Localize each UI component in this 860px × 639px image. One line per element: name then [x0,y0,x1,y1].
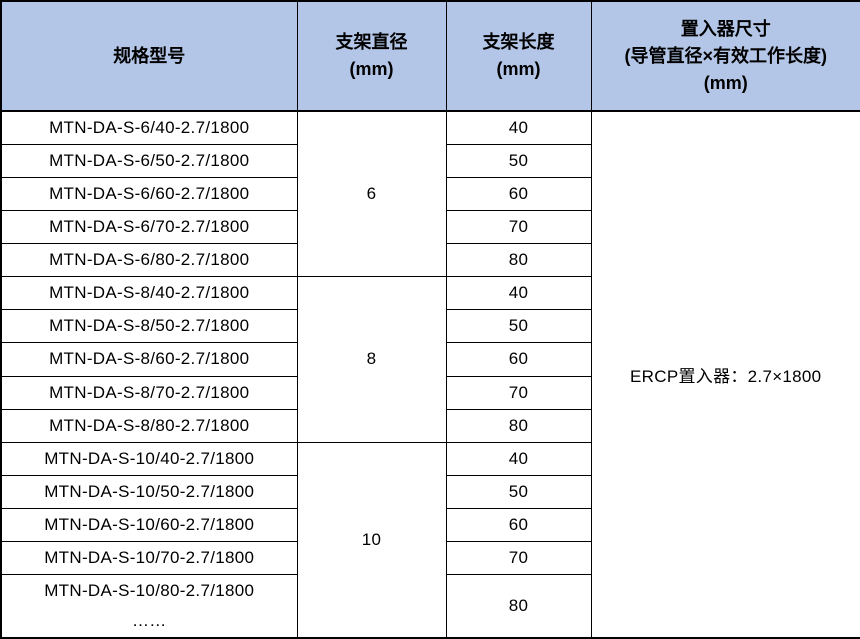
length-cell: 40 [445,276,592,311]
length-cell: 60 [445,176,592,211]
header-unit: (mm) [703,72,748,93]
model-cell: MTN-DA-S-6/40-2.7/1800 [0,110,298,145]
length-cell: 50 [445,309,592,344]
length-cell: 70 [445,209,592,245]
length-cell: 80 [445,574,592,639]
header-row: 规格型号 支架直径 (mm) 支架长度 (mm) 置入器尺寸 (导管直径×有效工… [0,0,860,112]
model-cell: MTN-DA-S-6/80-2.7/1800 [0,242,298,278]
length-cell: 70 [445,375,592,410]
header-inserter: 置入器尺寸 (导管直径×有效工作长度) (mm) [590,0,860,112]
header-line: 置入器尺寸 [680,18,771,39]
model-cell: MTN-DA-S-10/40-2.7/1800 [0,441,298,476]
table-row: MTN-DA-S-6/80-2.7/1800 80 [0,242,860,278]
length-cell: 70 [445,541,592,576]
table-row: MTN-DA-S-6/70-2.7/1800 70 [0,209,860,245]
model-cell: MTN-DA-S-6/50-2.7/1800 [0,143,298,178]
table-row: MTN-DA-S-6/50-2.7/1800 50 [0,143,860,178]
length-cell: 40 [445,441,592,476]
model-text: MTN-DA-S-10/80-2.7/1800 [44,581,255,601]
ellipsis: …… [131,611,167,631]
length-cell: 50 [445,474,592,510]
model-cell: MTN-DA-S-10/60-2.7/1800 [0,507,298,543]
header-diameter: 支架直径 (mm) [296,0,447,112]
inserter-cell: ERCP置入器：2.7×1800 [590,110,860,639]
diameter-cell: 10 [296,441,447,639]
length-cell: 60 [445,342,592,377]
table-row: MTN-DA-S-8/50-2.7/1800 50 [0,309,860,344]
header-model: 规格型号 [0,0,298,112]
model-cell: MTN-DA-S-10/50-2.7/1800 [0,474,298,510]
table-row: MTN-DA-S-8/70-2.7/1800 70 [0,375,860,410]
model-cell: MTN-DA-S-10/70-2.7/1800 [0,541,298,576]
model-cell: MTN-DA-S-8/70-2.7/1800 [0,375,298,410]
model-cell: MTN-DA-S-8/40-2.7/1800 [0,276,298,311]
table-row: MTN-DA-S-6/40-2.7/1800 6 40 ERCP置入器：2.7×… [0,110,860,639]
model-cell: MTN-DA-S-8/50-2.7/1800 [0,309,298,344]
diameter-cell: 6 [296,110,447,278]
header-unit: (mm) [496,59,541,79]
header-line: 规格型号 [113,45,186,66]
model-cell: MTN-DA-S-6/70-2.7/1800 [0,209,298,245]
header-line: 支架长度 [482,32,555,52]
model-cell: MTN-DA-S-10/80-2.7/1800 …… [0,574,298,639]
length-cell: 80 [445,242,592,278]
header-unit: (mm) [349,59,394,79]
model-cell: MTN-DA-S-8/60-2.7/1800 [0,342,298,377]
model-cell: MTN-DA-S-6/60-2.7/1800 [0,176,298,211]
table-row: MTN-DA-S-6/60-2.7/1800 60 [0,176,860,211]
table-row: MTN-DA-S-10/80-2.7/1800 …… 80 [0,574,860,639]
table-row: MTN-DA-S-8/80-2.7/1800 80 [0,408,860,443]
length-cell: 50 [445,143,592,178]
length-cell: 60 [445,507,592,543]
diameter-cell: 8 [296,276,447,443]
table-row: MTN-DA-S-8/40-2.7/1800 8 40 [0,276,860,443]
header-length: 支架长度 (mm) [445,0,592,112]
length-cell: 40 [445,110,592,145]
model-cell: MTN-DA-S-8/80-2.7/1800 [0,408,298,443]
header-line: (导管直径×有效工作长度) [624,45,828,66]
header-line: 支架直径 [335,32,408,52]
length-cell: 80 [445,408,592,443]
